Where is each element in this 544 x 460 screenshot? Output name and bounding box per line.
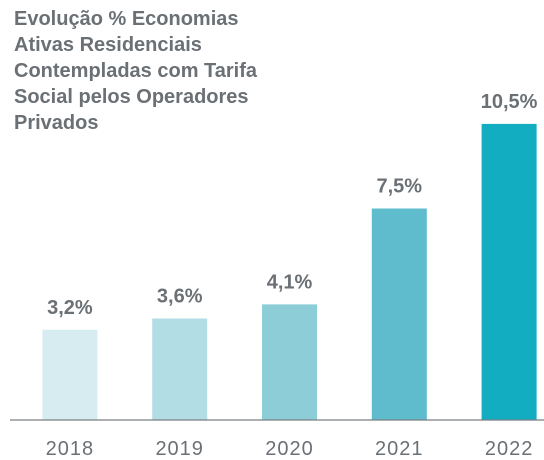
bar	[262, 304, 317, 420]
value-label: 4,1%	[267, 271, 313, 293]
bar	[371, 208, 427, 420]
bar	[481, 123, 537, 421]
value-label: 10,5%	[481, 91, 538, 113]
value-label: 3,6%	[157, 285, 203, 307]
x-tick-label: 2019	[155, 438, 204, 460]
x-tick-label: 2020	[265, 438, 314, 460]
x-tick-label: 2021	[375, 438, 424, 460]
bar	[152, 318, 208, 420]
bar	[42, 329, 98, 420]
x-tick-label: 2022	[485, 438, 534, 460]
value-label: 7,5%	[377, 176, 423, 198]
value-label: 3,2%	[47, 297, 93, 319]
x-tick-label: 2018	[46, 438, 95, 460]
chart-title: Evolução % Economias Ativas Residenciais…	[14, 8, 258, 134]
